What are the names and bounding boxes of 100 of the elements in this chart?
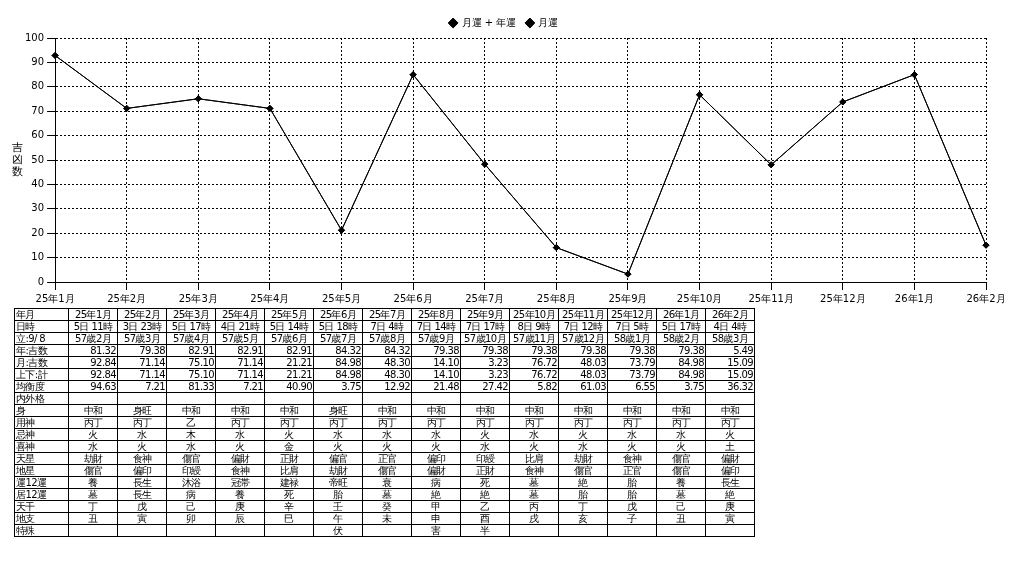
text: 沐浴: [166, 476, 216, 489]
y-tick-label: 70: [31, 104, 45, 116]
x-tick-label: 25年1月: [35, 292, 75, 304]
category-label: 25年6月: [319, 309, 357, 320]
category-label: 25年2月: [123, 309, 161, 320]
text: 57歳10月: [460, 332, 510, 345]
text: 劫財: [313, 464, 363, 477]
text: 水: [215, 428, 265, 441]
category-label: 26年2月: [711, 309, 749, 320]
text: 中和: [264, 404, 314, 417]
text: 丁: [68, 500, 118, 513]
x-tick-label: 25年3月: [178, 292, 218, 304]
category-label: 25年1月: [74, 309, 112, 320]
text: 食神: [509, 464, 559, 477]
text: 水: [460, 440, 510, 453]
text: 比肩: [509, 452, 559, 465]
text: 4日 4時: [705, 320, 755, 333]
text: 墓: [68, 488, 118, 501]
text: 40.90: [264, 380, 314, 393]
text: 火: [411, 440, 461, 453]
text: 5.49: [705, 344, 755, 357]
text: 傷官: [362, 464, 412, 477]
text: 地星: [14, 464, 69, 477]
text: 身: [14, 404, 69, 417]
text: 48.30: [362, 356, 412, 369]
text: 辰: [215, 512, 265, 525]
text: 養: [656, 476, 706, 489]
text: 酉: [460, 512, 510, 525]
text: 73.79: [607, 368, 657, 381]
text: 胎: [558, 488, 608, 501]
text: 寅: [705, 512, 755, 525]
text: 年月: [14, 308, 69, 321]
text: 運12運: [14, 476, 69, 489]
y-tick-label: 20: [31, 226, 45, 238]
text: 正財: [460, 464, 510, 477]
text: 絶: [558, 476, 608, 489]
x-tick-label: 25年8月: [536, 292, 576, 304]
text: 墓: [509, 488, 559, 501]
text: 71.14: [117, 356, 167, 369]
text: 丙丁: [117, 416, 167, 429]
x-tick-label: 25年11月: [748, 292, 794, 304]
x-tick-label: 26年2月: [966, 292, 1006, 304]
text: 82.91: [166, 344, 216, 357]
text: 傷官: [656, 464, 706, 477]
text: 79.38: [117, 344, 167, 357]
text: 壬: [313, 500, 363, 513]
text: 喜神: [14, 440, 69, 453]
text: 丙丁: [460, 416, 510, 429]
text: 21.21: [264, 368, 314, 381]
x-tick-label: 25年5月: [321, 292, 362, 304]
text: 偏財: [411, 464, 461, 477]
text: 庚: [705, 500, 755, 513]
text: 劫財: [68, 452, 118, 465]
text: 21.21: [264, 356, 314, 369]
text: 養: [68, 476, 118, 489]
text: 丙丁: [362, 416, 412, 429]
text: 身旺: [313, 404, 363, 417]
text: 未: [362, 512, 412, 525]
text: 火: [68, 428, 118, 441]
text: 71.14: [117, 368, 167, 381]
text: 丑: [656, 512, 706, 525]
text: 15.09: [705, 368, 755, 381]
text: 丙丁: [215, 416, 265, 429]
text: 92.84: [68, 368, 118, 381]
text: 水: [411, 428, 461, 441]
text: 卯: [166, 512, 216, 525]
y-tick-label: 30: [31, 202, 45, 214]
text: 81.32: [68, 344, 118, 357]
text: 丙: [509, 500, 559, 513]
text: 偏官: [313, 452, 363, 465]
text: 76.72: [509, 368, 559, 381]
text: 寅: [117, 512, 167, 525]
text: 48.03: [558, 356, 608, 369]
text: 地支: [14, 512, 69, 525]
x-tick-label: 25年6月: [393, 292, 433, 304]
text: 日時: [14, 320, 69, 333]
text: 5日 17時: [656, 320, 706, 333]
text: 乙: [166, 416, 216, 429]
text: 3.23: [460, 368, 510, 381]
text: 57歳8月: [362, 332, 412, 345]
x-tick-label: 25年12月: [820, 292, 866, 304]
text: 14.10: [411, 368, 461, 381]
text: 病: [411, 476, 461, 489]
text: 印綬: [166, 464, 216, 477]
text: 丙丁: [558, 416, 608, 429]
text: 傷官: [68, 464, 118, 477]
text: 79.38: [509, 344, 559, 357]
text: 傷官: [558, 464, 608, 477]
text: 傷官: [166, 452, 216, 465]
text: 79.38: [411, 344, 461, 357]
text: 7.21: [215, 380, 265, 393]
text: 伏: [313, 524, 363, 537]
text: 3.23: [460, 356, 510, 369]
x-tick-label: 25年2月: [107, 292, 147, 304]
x-tick-label: 26年1月: [894, 292, 934, 304]
text: 75.10: [166, 368, 216, 381]
text: 57歳3月: [117, 332, 167, 345]
text: 建禄: [264, 476, 314, 489]
text: 48.30: [362, 368, 412, 381]
text: 57歳12月: [558, 332, 608, 345]
